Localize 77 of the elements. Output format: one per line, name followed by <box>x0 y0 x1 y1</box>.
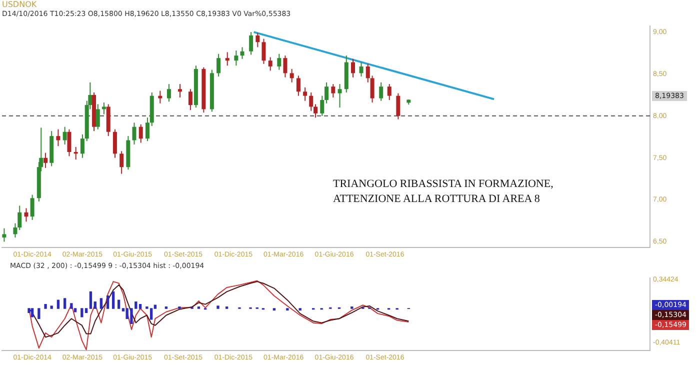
bar <box>56 300 60 309</box>
candlestick <box>188 88 192 111</box>
bar <box>112 291 115 309</box>
candlestick <box>138 124 143 144</box>
candlestick <box>268 56 272 72</box>
bar <box>197 306 200 309</box>
candlestick <box>145 117 150 142</box>
candlestick <box>24 208 28 222</box>
candlestick <box>2 228 6 242</box>
bar <box>350 306 354 309</box>
candlestick <box>331 84 336 98</box>
bar <box>84 308 88 314</box>
candlestick <box>290 68 294 83</box>
candlestick <box>320 95 324 116</box>
bar <box>38 308 40 319</box>
bar <box>164 306 168 309</box>
bar <box>298 308 302 311</box>
bar <box>272 308 276 311</box>
bar <box>63 298 66 309</box>
candlestick <box>225 52 230 66</box>
bar <box>80 308 84 318</box>
candlestick <box>178 84 182 98</box>
candlestick <box>13 222 18 238</box>
candlestick <box>132 122 136 145</box>
candlestick <box>396 92 400 120</box>
candlestick <box>96 104 100 130</box>
bar <box>286 308 289 311</box>
bar <box>150 308 153 320</box>
bar <box>178 306 181 309</box>
candlestick <box>18 205 22 230</box>
bar <box>100 298 103 309</box>
candlestick <box>314 104 318 118</box>
candlestick <box>56 128 60 147</box>
bar <box>106 296 110 309</box>
bar <box>30 308 34 318</box>
candlestick <box>296 75 300 96</box>
bar <box>225 306 228 309</box>
candlestick <box>158 90 162 104</box>
candlestick <box>387 84 392 100</box>
candlestick <box>303 86 308 102</box>
candlestick <box>283 55 288 78</box>
candlestick <box>102 102 106 115</box>
bar <box>89 291 92 309</box>
annotation: TRIANGOLO RIBASSISTA IN FORMAZIONE, ATTENZIONE ALLA ROTTURA DI AREA 8 <box>333 177 554 207</box>
bar <box>94 301 96 309</box>
candlestick <box>370 75 374 104</box>
bar <box>50 306 53 309</box>
candlestick <box>262 38 266 64</box>
candlestick <box>216 53 221 78</box>
bar <box>117 300 120 309</box>
candlestick <box>366 63 370 83</box>
candlestick <box>359 62 364 78</box>
candlestick <box>62 126 67 145</box>
candlestick <box>240 46 244 60</box>
bar <box>138 304 142 309</box>
candlestick <box>30 194 34 220</box>
candlestick <box>120 150 124 174</box>
chart-title: USDNOK <box>1 0 38 9</box>
candlestick <box>324 82 329 104</box>
candlestick <box>112 128 117 158</box>
candlestick <box>249 32 254 56</box>
candlestick <box>67 128 72 157</box>
candlestick <box>338 84 342 108</box>
bar <box>146 306 148 309</box>
candlestick <box>234 50 238 66</box>
candlestick <box>351 58 355 78</box>
bar <box>44 304 47 309</box>
bar <box>216 306 220 309</box>
candlestick <box>256 32 260 48</box>
candlestick <box>44 152 48 168</box>
candlestick <box>80 134 84 158</box>
candlestick <box>379 82 384 102</box>
candlestick <box>166 84 171 102</box>
bar <box>70 303 73 309</box>
candlestick <box>277 53 282 70</box>
bar <box>28 308 30 314</box>
candlestick <box>309 92 314 112</box>
